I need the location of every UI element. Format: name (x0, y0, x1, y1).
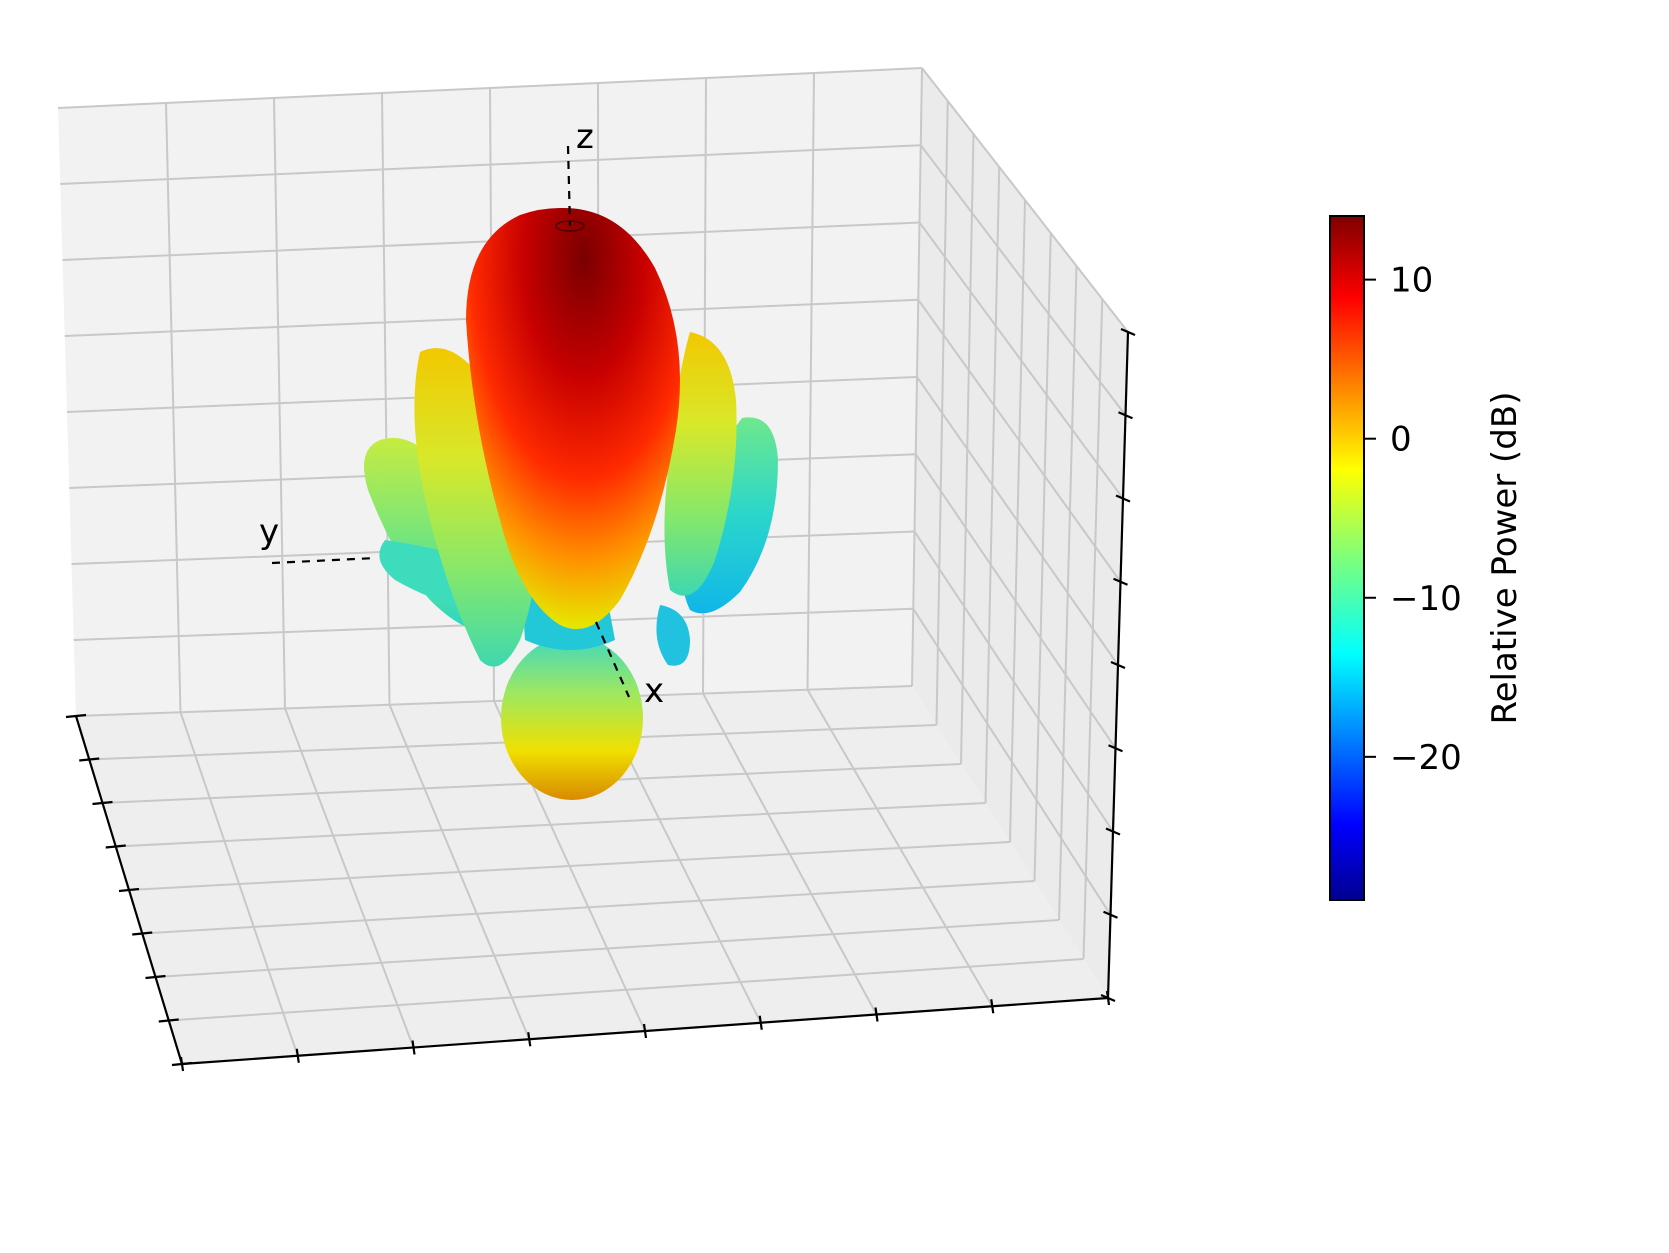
grid-line (916, 376, 1119, 666)
axis-edges (65, 327, 1136, 1072)
colorbar-tick-label: 0 (1390, 420, 1412, 460)
axis-tick (1100, 993, 1116, 1003)
axis-tick (1115, 494, 1131, 503)
axis-tick (1120, 327, 1136, 337)
pane-border (75, 685, 913, 717)
grid-line (1033, 232, 1052, 882)
side-pane (912, 68, 1128, 998)
axis-tick (105, 844, 126, 849)
grid-line (913, 530, 1114, 833)
axis-tick (874, 1007, 879, 1022)
axis-tick (145, 974, 166, 980)
colorbar-gradient (1329, 215, 1365, 901)
radiation-surface (364, 207, 778, 800)
grid-line (702, 693, 878, 1015)
axis-tick (1103, 910, 1118, 919)
axis-tick (92, 800, 113, 806)
axis-indicators (271, 145, 631, 698)
grid-line (806, 689, 994, 1007)
axis-tick (1110, 660, 1126, 670)
y-axis-label: y (259, 512, 279, 552)
axis-tick (642, 1023, 648, 1039)
axis-tick (411, 1040, 416, 1055)
main-lobe (466, 207, 680, 630)
axis-tick (295, 1048, 300, 1063)
axis-tick (158, 1018, 179, 1023)
grid-line (168, 958, 1084, 1022)
colorbar: 10 0 −10 −20 Relative Power (dB) (1329, 215, 1525, 901)
axis-tick (1108, 744, 1123, 753)
axis-tick (118, 887, 140, 893)
back-lobe (501, 636, 643, 800)
pane-border (921, 67, 1129, 333)
sidelobe-right-low (656, 605, 690, 666)
axis-tick (527, 1032, 532, 1047)
z-axis-line (566, 145, 572, 227)
pane-border (911, 67, 923, 687)
axis-tick (758, 1015, 763, 1030)
axis-tick (79, 757, 100, 762)
colorbar-label: Relative Power (dB) (1485, 392, 1525, 725)
pane-border (57, 67, 923, 109)
sidelobe-right (664, 332, 737, 596)
grid-line (142, 880, 1035, 935)
axis-tick (132, 931, 153, 936)
colorbar-tick-label: −10 (1390, 579, 1462, 619)
x-axis-label: x (644, 671, 664, 711)
axis-tick (990, 999, 995, 1014)
grid-line (912, 608, 1112, 916)
grid-line (155, 919, 1060, 978)
grid-line (914, 453, 1117, 749)
colorbar-ticks: 10 0 −10 −20 (1364, 261, 1462, 778)
grid-line (1058, 265, 1078, 921)
grid-line (128, 841, 1011, 891)
grid-line (806, 72, 815, 690)
z-axis-label: z (576, 117, 594, 157)
axis-tick (1118, 411, 1133, 420)
colorbar-tick-label: −20 (1390, 738, 1462, 778)
floor-pane (76, 686, 1108, 1064)
y-axis-line (271, 556, 377, 565)
axis-tick (65, 713, 87, 719)
axis-tick (179, 1056, 185, 1072)
colorbar-tick-label: 10 (1390, 261, 1433, 301)
axis-tick (1113, 577, 1128, 586)
grid-line (1082, 298, 1104, 960)
axis-tick (1105, 827, 1121, 836)
